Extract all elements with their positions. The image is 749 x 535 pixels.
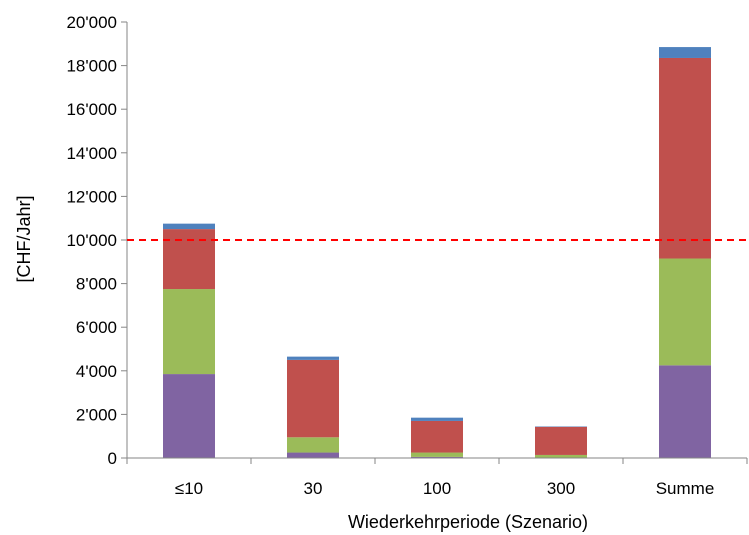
y-tick-label-7: 14'000: [66, 144, 117, 163]
x-tick-label-2: 100: [423, 479, 451, 498]
x-tick-label-3: 300: [547, 479, 575, 498]
y-tick-label-10: 20'000: [66, 13, 117, 32]
bar-segment-0-series-3: [163, 223, 215, 230]
x-tick-label-4: Summe: [656, 479, 715, 498]
bar-segment-0-series-1: [163, 289, 215, 375]
y-tick-label-2: 4'000: [76, 362, 117, 381]
bar-segment-4-series-1: [659, 258, 711, 366]
x-tick-label-0: ≤10: [175, 479, 203, 498]
bar-segment-3-series-2: [535, 426, 587, 455]
bar-segment-1-series-2: [287, 359, 339, 438]
y-tick-label-3: 6'000: [76, 318, 117, 337]
y-tick-label-8: 16'000: [66, 100, 117, 119]
y-tick-label-4: 8'000: [76, 275, 117, 294]
bar-segment-1-series-3: [287, 356, 339, 360]
bar-segment-0-series-2: [163, 229, 215, 290]
bar-segment-4-series-3: [659, 47, 711, 58]
bar-segment-1-series-0: [287, 452, 339, 458]
bar-segment-4-series-0: [659, 365, 711, 458]
y-tick-label-1: 2'000: [76, 405, 117, 424]
bar-segment-2-series-2: [411, 420, 463, 453]
bar-segment-0-series-0: [163, 374, 215, 458]
bar-segment-3-series-1: [535, 454, 587, 458]
x-tick-label-1: 30: [304, 479, 323, 498]
labels-layer: 0 2'000 4'000 6'000 8'000 10'000 12'000 14'000 1…: [66, 13, 714, 498]
bar-segment-1-series-1: [287, 437, 339, 453]
bars-layer: [163, 47, 711, 458]
bar-segment-2-series-3: [411, 417, 463, 421]
y-tick-label-9: 18'000: [66, 57, 117, 76]
bar-segment-4-series-2: [659, 57, 711, 259]
y-tick-label-6: 12'000: [66, 187, 117, 206]
x-axis-title: Wiederkehrperiode (Szenario): [348, 512, 588, 532]
y-axis-title: [CHF/Jahr]: [14, 195, 34, 282]
bar-segment-2-series-1: [411, 452, 463, 457]
y-tick-label-0: 0: [108, 449, 117, 468]
bar-segment-2-series-0: [411, 456, 463, 458]
y-tick-label-5: 10'000: [66, 231, 117, 250]
